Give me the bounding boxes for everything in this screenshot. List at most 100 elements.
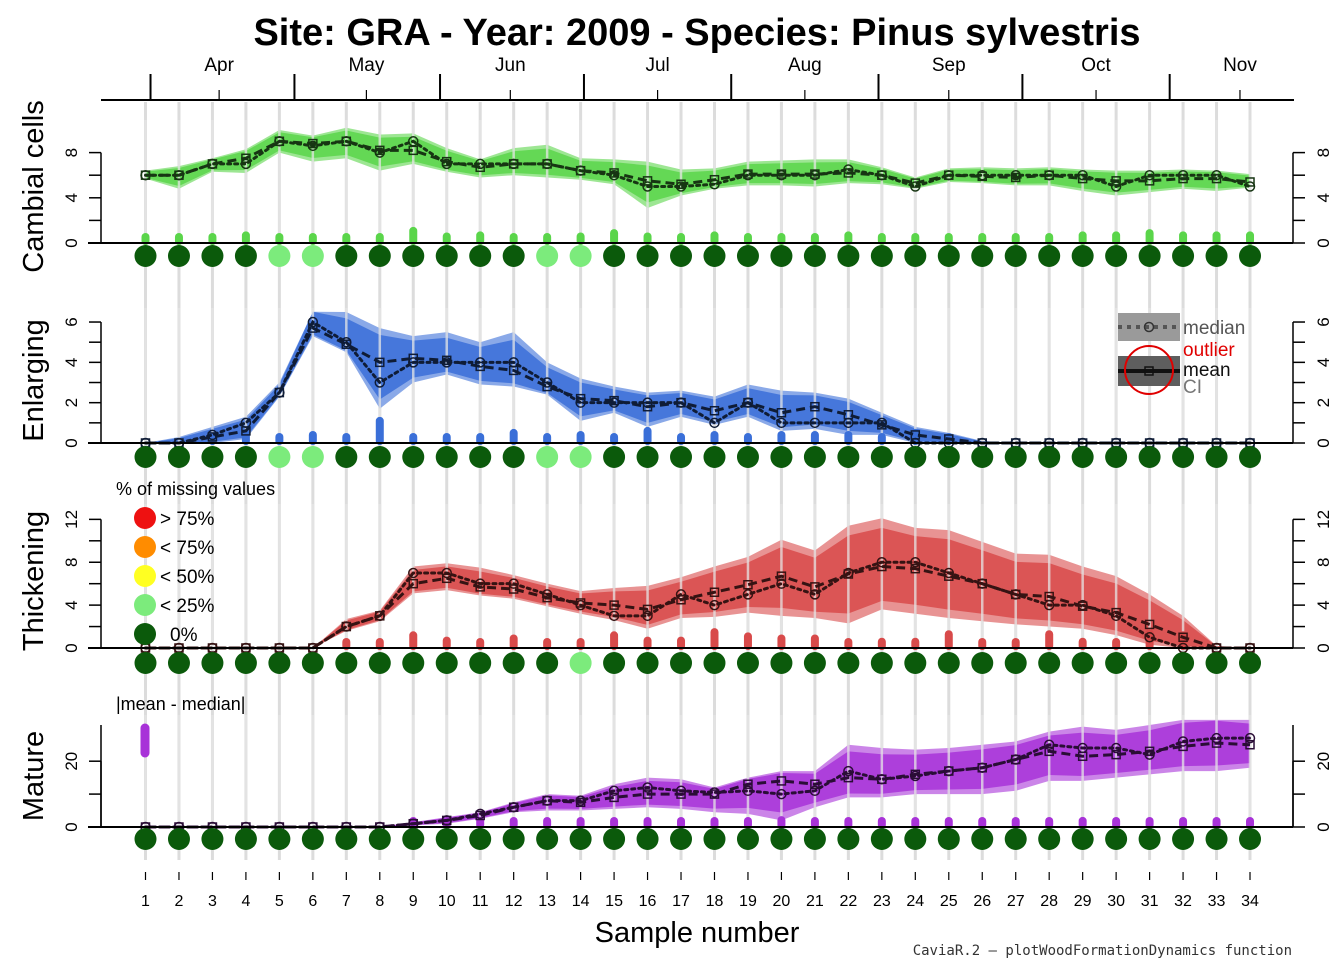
median-point <box>709 599 720 611</box>
missing-legend-dot <box>134 594 156 616</box>
missing-dot <box>335 828 358 850</box>
missing-dot <box>803 446 826 468</box>
missing-dot <box>770 652 793 674</box>
missing-dot <box>469 828 492 850</box>
missing-dot <box>870 828 893 850</box>
mean-point <box>776 408 787 418</box>
month-label: May <box>348 55 384 76</box>
mean-point <box>174 170 184 180</box>
missing-dot <box>803 828 826 850</box>
mean-point <box>1144 619 1155 630</box>
missing-dot <box>937 446 960 468</box>
missing-dot <box>536 245 559 267</box>
median-point <box>1110 742 1122 754</box>
median-point <box>608 610 620 622</box>
missing-dot <box>234 245 257 267</box>
missing-dot <box>1071 446 1094 468</box>
missing-dot <box>636 828 659 850</box>
mean-point <box>542 592 552 603</box>
y-tick-label-right: 0 <box>1314 438 1333 447</box>
missing-dot <box>536 828 559 850</box>
missing-dot <box>1038 245 1061 267</box>
mean-point <box>1111 749 1121 760</box>
mean-line <box>145 565 1251 650</box>
median-point <box>1244 732 1256 744</box>
month-label: Oct <box>1081 55 1111 76</box>
missing-dot <box>770 828 793 850</box>
missing-dot <box>502 446 525 468</box>
y-tick-label-left: 4 <box>62 358 81 367</box>
missing-dot <box>569 245 592 267</box>
median-line <box>144 319 1252 445</box>
missing-dot <box>435 446 458 468</box>
median-point <box>809 417 821 429</box>
mean-point <box>575 165 586 176</box>
month-label: Apr <box>204 55 234 76</box>
ci-band <box>145 719 1251 827</box>
missing-dot <box>1138 446 1161 468</box>
y-tick-label-left: 0 <box>62 822 81 831</box>
missing-dot <box>502 245 525 267</box>
median-point <box>809 785 821 797</box>
sample-tick-label: 3 <box>208 893 217 910</box>
mean-point <box>743 580 753 590</box>
mean-point <box>542 381 552 392</box>
mean-point <box>1144 746 1155 757</box>
panel-cambial-cells: 0 4 8 0 4 8 Cambial cells <box>18 100 1333 272</box>
mean-point <box>207 159 218 169</box>
median-point <box>776 788 787 800</box>
mean-point <box>609 600 619 610</box>
missing-dot <box>536 652 559 674</box>
panel-thickening: 0 4 8 12 0 4 8 12 Thickening <box>18 504 1333 674</box>
missing-dot <box>971 652 994 674</box>
median-point <box>1144 632 1155 643</box>
missing-dot <box>335 446 358 468</box>
panel-ylabel: Enlarging <box>18 319 50 442</box>
month-label: Sep <box>932 55 966 76</box>
missing-dot <box>1105 652 1128 674</box>
mean-point <box>1044 746 1054 757</box>
missing-dot <box>736 446 759 468</box>
median-point <box>742 589 754 600</box>
median-point <box>843 765 854 777</box>
mean-point <box>743 779 753 789</box>
panel-mature: 0 20 0 20 Mature <box>18 715 1333 850</box>
mean-point <box>140 170 151 180</box>
sample-tick-label: 27 <box>1007 893 1025 910</box>
mean-point <box>341 621 352 632</box>
y-tick-label-right: 8 <box>1314 148 1333 157</box>
mean-point <box>910 178 921 188</box>
missing-dot <box>569 828 592 850</box>
mean-point <box>241 426 251 436</box>
missing-legend-dot <box>134 507 156 529</box>
missing-dot <box>335 652 358 674</box>
panel-ylabel: Thickening <box>18 511 50 651</box>
mean-point <box>776 571 787 581</box>
missing-dot <box>971 245 994 267</box>
median-line <box>144 560 1252 650</box>
mean-point <box>207 432 218 442</box>
y-tick-label-left: 8 <box>62 148 81 157</box>
missing-dot <box>1205 652 1228 674</box>
mean-point <box>877 561 887 572</box>
mean-point <box>776 169 787 179</box>
sample-tick-label: 26 <box>973 893 991 910</box>
missing-dot <box>536 446 559 468</box>
median-point <box>642 782 653 793</box>
missing-dot <box>1071 828 1094 850</box>
missing-legend-label: < 25% <box>160 596 215 617</box>
mean-point <box>508 159 519 169</box>
chart-title: Site: GRA - Year: 2009 - Species: Pinus … <box>253 12 1140 54</box>
sample-tick-label: 23 <box>873 893 891 910</box>
missing-dot <box>368 446 391 468</box>
missing-dot <box>1138 828 1161 850</box>
missing-dot <box>301 245 324 267</box>
y-tick-label-right: 12 <box>1314 510 1333 529</box>
missing-dot <box>301 652 324 674</box>
ci-band-inner <box>145 130 1251 203</box>
missing-legend-dot <box>134 565 156 587</box>
mean-point <box>609 395 619 406</box>
sample-tick-label: 2 <box>175 893 184 910</box>
